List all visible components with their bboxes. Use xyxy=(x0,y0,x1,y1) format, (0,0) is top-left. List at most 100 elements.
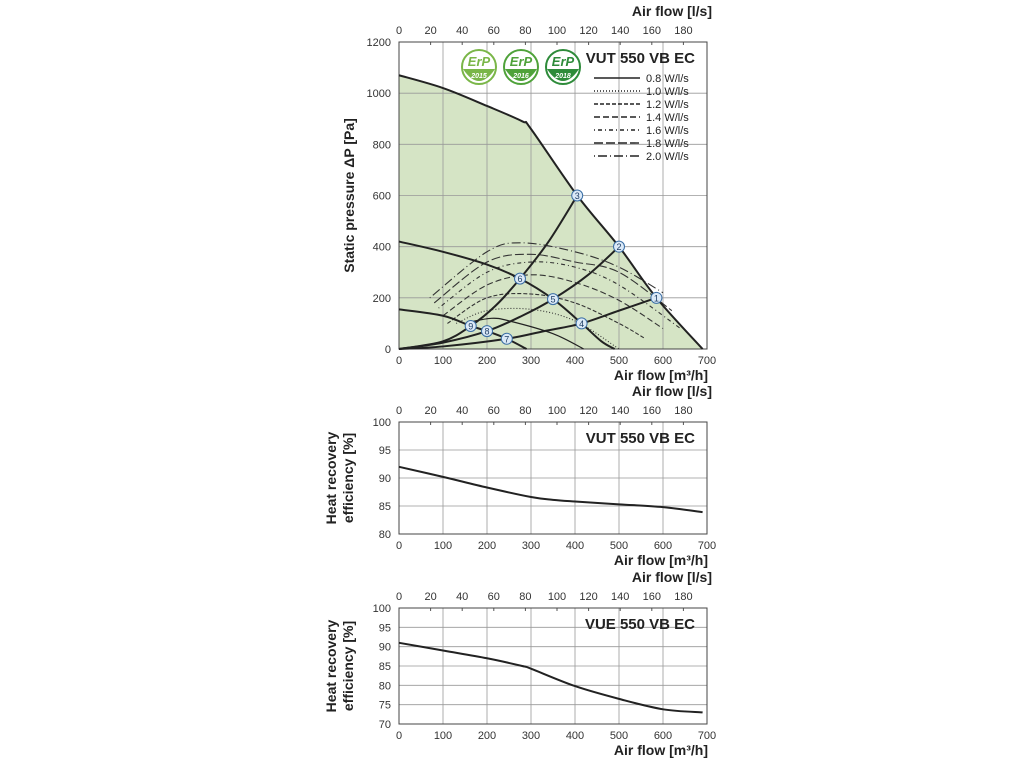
x-tick-label: 500 xyxy=(610,540,628,552)
erp-badge-band xyxy=(463,69,495,81)
x2-tick-label: 80 xyxy=(519,591,531,603)
y-tick-label: 400 xyxy=(373,242,391,254)
x-tick-label: 300 xyxy=(522,730,540,742)
x2-tick-label: 140 xyxy=(611,405,629,417)
x-tick-label: 100 xyxy=(434,355,452,367)
x-tick-label: 0 xyxy=(396,730,402,742)
x-tick-label: 400 xyxy=(566,355,584,367)
system-curve xyxy=(398,194,579,350)
chart-title: VUE 550 VB EC xyxy=(585,616,695,633)
x2-tick-label: 120 xyxy=(579,25,597,37)
x2-tick-label: 40 xyxy=(456,405,468,417)
x-tick-label: 500 xyxy=(610,730,628,742)
y-tick-label: 800 xyxy=(373,139,391,151)
fan-curve xyxy=(398,74,704,350)
x2-tick-label: 0 xyxy=(396,405,402,417)
x2-tick-label: 100 xyxy=(548,25,566,37)
y-tick-label: 600 xyxy=(373,191,391,203)
x-tick-label: 600 xyxy=(654,730,672,742)
operating-point-label: 1 xyxy=(654,293,659,303)
chart-title: VUT 550 VB EC xyxy=(586,430,695,447)
efficiency-curve xyxy=(398,465,703,514)
chart-title: VUT 550 VB EC xyxy=(586,50,695,67)
operating-point-label: 3 xyxy=(575,191,580,201)
x-tick-label: 100 xyxy=(434,730,452,742)
y-tick-label: 200 xyxy=(373,293,391,305)
x2-tick-label: 180 xyxy=(674,405,692,417)
y-tick-label: 70 xyxy=(379,719,391,731)
sfp-curve xyxy=(447,292,646,340)
y-tick-label: 95 xyxy=(379,445,391,457)
operating-point-marker xyxy=(514,272,526,285)
y-label-line: Heat recovery xyxy=(323,619,339,712)
erp-badge-band xyxy=(547,69,579,81)
x2-tick-label: 40 xyxy=(456,591,468,603)
operating-point-marker xyxy=(575,317,588,330)
y-tick-label: 95 xyxy=(379,622,391,634)
x-tick-label: 0 xyxy=(396,355,402,367)
x2-tick-label: 20 xyxy=(424,405,436,417)
x2-tick-label: 160 xyxy=(643,25,661,37)
x2-tick-label: 120 xyxy=(579,405,597,417)
erp-badge-text: ErP xyxy=(552,54,575,69)
x-tick-label: 600 xyxy=(654,355,672,367)
x2-tick-label: 80 xyxy=(519,25,531,37)
legend-label: 1.4 W/l/s xyxy=(646,112,689,124)
x2-axis-label: Air flow [l/s] xyxy=(632,3,712,19)
legend-label: 2.0 W/l/s xyxy=(646,151,689,163)
operating-point-marker xyxy=(613,240,625,253)
plot-frame xyxy=(398,421,708,535)
y-tick-label: 0 xyxy=(385,344,391,356)
legend-label: 1.0 W/l/s xyxy=(646,86,689,98)
x-axis-label: Air flow [m³/h] xyxy=(614,367,708,383)
y-tick-label: 1200 xyxy=(367,37,391,49)
y-label-line: efficiency [%] xyxy=(340,433,356,523)
sfp-curve xyxy=(429,242,664,299)
y-tick-label: 100 xyxy=(373,603,391,615)
x2-tick-label: 20 xyxy=(424,591,436,603)
x-tick-label: 200 xyxy=(478,355,496,367)
x2-tick-label: 60 xyxy=(488,405,500,417)
operating-point-label: 8 xyxy=(484,327,489,337)
x-tick-label: 300 xyxy=(522,540,540,552)
x2-tick-label: 60 xyxy=(488,25,500,37)
fan-curve xyxy=(469,317,585,350)
erp-badge-year: 2016 xyxy=(512,73,529,80)
x-tick-label: 600 xyxy=(654,540,672,552)
y-tick-label: 90 xyxy=(379,473,391,485)
operating-point-label: 9 xyxy=(468,321,473,331)
chart-2: 0 100 200 300 400 500 600 700 70 75 80 85 90 95 100 0 20… xyxy=(323,569,716,758)
x-tick-label: 700 xyxy=(698,540,716,552)
erp-badge-text: ErP xyxy=(468,54,491,69)
x-tick-label: 0 xyxy=(396,540,402,552)
x2-tick-label: 160 xyxy=(643,405,661,417)
operating-point-marker xyxy=(464,319,477,332)
legend-label: 1.6 W/l/s xyxy=(646,125,689,137)
y-tick-label: 100 xyxy=(373,417,391,429)
x2-tick-label: 40 xyxy=(456,25,468,37)
x2-axis-label: Air flow [l/s] xyxy=(632,383,712,399)
x-tick-label: 700 xyxy=(698,730,716,742)
chart-1: 0 100 200 300 400 500 600 700 80 85 90 95 100 0 20 40 60… xyxy=(323,383,716,568)
x-tick-label: 400 xyxy=(566,540,584,552)
sfp-curve xyxy=(433,253,673,312)
x2-tick-label: 140 xyxy=(611,25,629,37)
erp-badge-year: 2018 xyxy=(554,73,571,80)
x-tick-label: 200 xyxy=(478,730,496,742)
y-tick-label: 1000 xyxy=(367,88,391,100)
x2-tick-label: 80 xyxy=(519,405,531,417)
y-tick-label: 85 xyxy=(379,501,391,513)
fan-curve xyxy=(398,240,616,350)
operating-point-marker xyxy=(481,325,493,338)
y-tick-label: 90 xyxy=(379,642,391,654)
system-curve xyxy=(398,296,657,350)
plot-frame xyxy=(398,607,708,725)
operating-point-label: 5 xyxy=(550,295,555,305)
legend-label: 1.8 W/l/s xyxy=(646,138,689,150)
x2-tick-label: 140 xyxy=(611,591,629,603)
legend-label: 1.2 W/l/s xyxy=(646,99,689,111)
y-tick-label: 80 xyxy=(379,529,391,541)
x-tick-label: 100 xyxy=(434,540,452,552)
x2-tick-label: 160 xyxy=(643,591,661,603)
